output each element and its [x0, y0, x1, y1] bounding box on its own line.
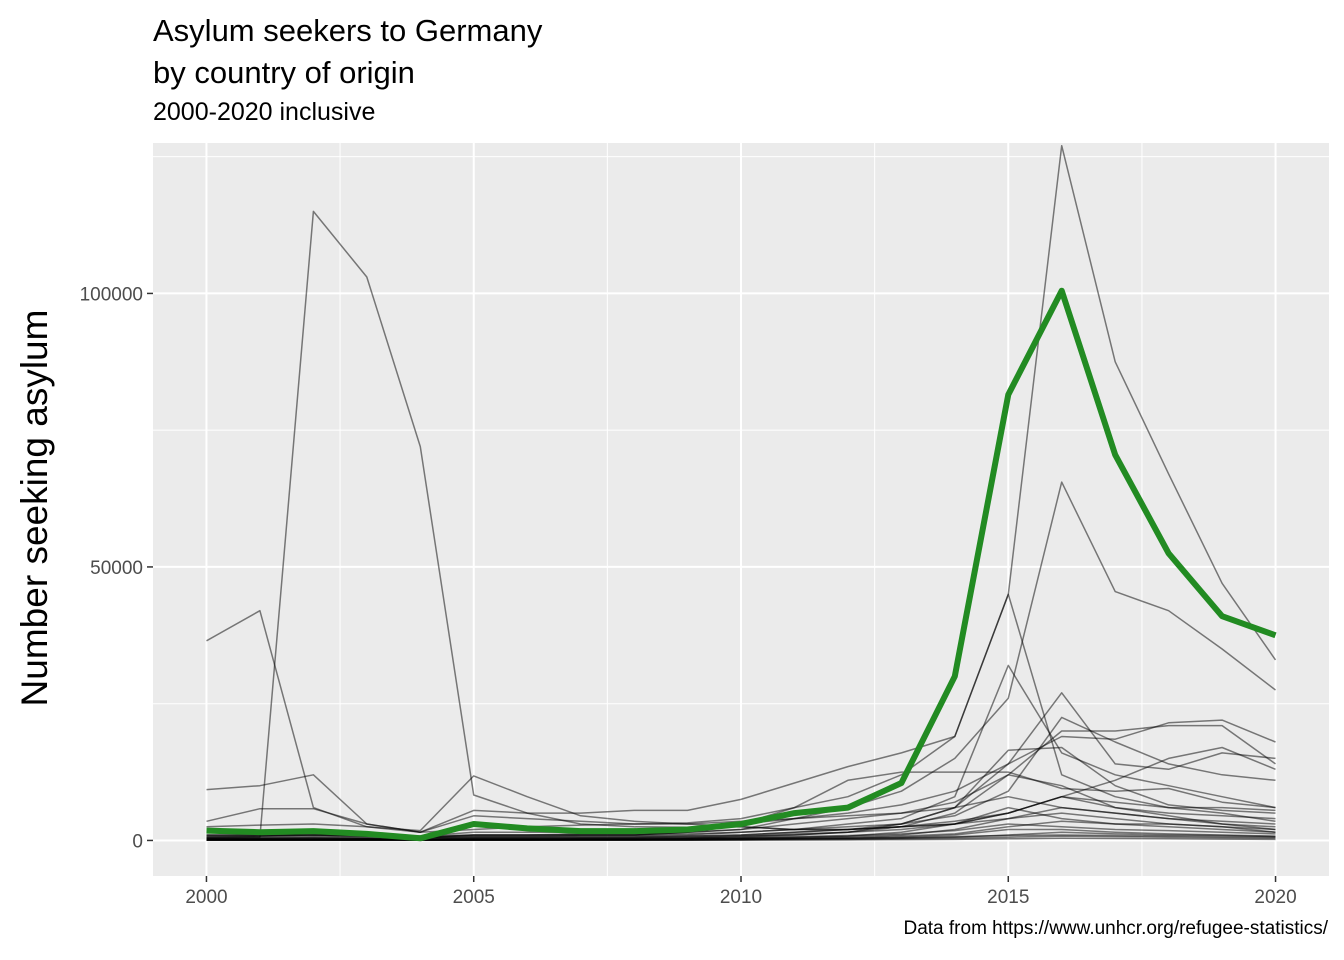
x-tick-labels: 2000 2005 2010 2015 2020	[185, 887, 1296, 908]
highlighted-series-line	[206, 287, 1277, 842]
highlighted-series	[206, 287, 1277, 842]
y-tick-label: 100000	[80, 284, 143, 305]
y-tick-labels: 0 50000 100000	[80, 284, 143, 852]
y-axis-title: Number seeking asylum	[14, 310, 55, 707]
series-line-3	[206, 144, 1277, 833]
axis-ticks	[147, 292, 1277, 882]
x-tick-label: 2010	[720, 887, 762, 908]
series-line-25	[206, 837, 1276, 842]
y-tick-label: 50000	[90, 558, 143, 579]
chart-caption: Data from https://www.unhcr.org/refugee-…	[903, 918, 1328, 939]
x-tick-label: 2000	[185, 887, 227, 908]
x-tick-label: 2015	[987, 887, 1029, 908]
y-tick-label: 0	[132, 831, 143, 852]
chart-title: Asylum seekers to Germany by country of …	[153, 13, 543, 90]
x-tick-label: 2020	[1254, 887, 1296, 908]
x-tick-label: 2005	[453, 887, 495, 908]
chart-subtitle: 2000-2020 inclusive	[153, 98, 376, 126]
